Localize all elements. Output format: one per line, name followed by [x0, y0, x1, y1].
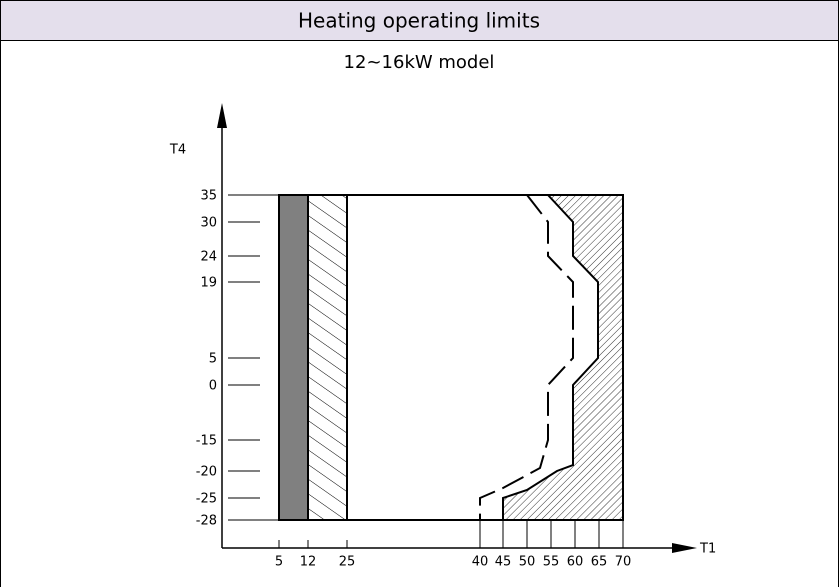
x-tick-label: 12 [300, 555, 317, 570]
x-tick-label: 25 [339, 555, 356, 570]
hatched-region [308, 195, 347, 520]
subtitle: 12~16kW model [344, 52, 495, 73]
x-tick-label: 60 [567, 555, 584, 570]
x-tick-label: 70 [615, 555, 632, 570]
y-axis-label: T4 [169, 143, 186, 158]
y-tick-label: 0 [209, 379, 217, 394]
x-axis-label: T1 [699, 542, 716, 557]
x-arrow [672, 543, 697, 553]
x-tick-label: 45 [495, 555, 512, 570]
limits-box [278, 194, 624, 521]
y-arrow [217, 103, 227, 128]
y-tick-label: 19 [200, 276, 217, 291]
dark-region [279, 195, 308, 520]
header-bg [0, 0, 839, 41]
y-tick-label: -25 [196, 492, 217, 507]
x-tick-label: 55 [543, 555, 560, 570]
x-tick-label: 65 [591, 555, 608, 570]
x-tick-label: 40 [472, 555, 489, 570]
header-title: Heating operating limits [298, 9, 540, 33]
y-tick-label: 5 [209, 352, 217, 367]
y-tick-label: 35 [200, 189, 217, 204]
y-tick-label: 30 [200, 216, 217, 231]
right-hatched-region [502, 194, 624, 521]
y-tick-label: -20 [196, 465, 217, 480]
x-tick-label: 5 [275, 555, 283, 570]
x-tick-label: 50 [519, 555, 536, 570]
y-tick-label: -15 [196, 434, 217, 449]
y-tick-label: -28 [196, 514, 217, 529]
y-tick-label: 24 [200, 250, 217, 265]
